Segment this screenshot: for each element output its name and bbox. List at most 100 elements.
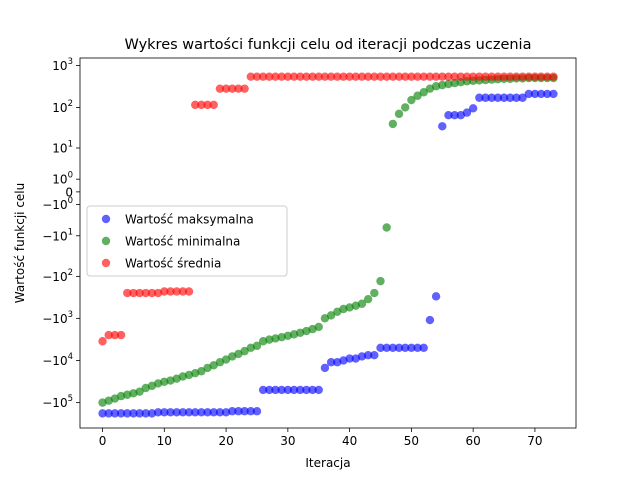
- data-point: [345, 354, 354, 363]
- data-point: [524, 89, 533, 99]
- data-point: [382, 72, 391, 81]
- data-point: [431, 82, 441, 91]
- data-point: [308, 385, 317, 395]
- data-point: [314, 322, 323, 332]
- data-point: [407, 343, 416, 352]
- chart-title: Wykres wartości funkcji celu od iteracji…: [125, 37, 532, 53]
- data-point: [549, 89, 558, 99]
- data-point: [166, 287, 175, 296]
- data-point: [481, 72, 490, 81]
- y-tick-label: −104: [42, 352, 73, 368]
- data-point: [277, 72, 286, 81]
- data-point: [431, 292, 441, 301]
- data-point: [438, 122, 447, 131]
- data-point: [240, 407, 249, 416]
- x-tick-label: 70: [527, 434, 542, 448]
- y-tick-label: −101: [42, 227, 73, 243]
- data-point: [450, 110, 459, 120]
- data-point: [178, 408, 188, 417]
- data-point: [320, 72, 330, 81]
- data-point: [123, 288, 132, 298]
- data-point: [401, 103, 410, 112]
- data-point: [462, 108, 472, 117]
- data-point: [462, 72, 472, 81]
- data-point: [438, 80, 447, 90]
- data-point: [388, 72, 398, 81]
- y-tick-label: 101: [52, 139, 73, 155]
- data-point: [419, 88, 428, 97]
- data-point: [203, 408, 212, 417]
- data-point: [499, 93, 509, 102]
- data-point: [184, 408, 194, 417]
- data-point: [444, 110, 453, 120]
- data-point: [228, 407, 237, 416]
- data-point: [277, 385, 286, 395]
- data-point: [258, 385, 268, 395]
- data-point: [363, 294, 373, 304]
- data-point: [370, 351, 379, 360]
- data-point: [98, 337, 107, 346]
- data-point: [296, 72, 305, 81]
- data-point: [234, 84, 243, 93]
- data-point: [425, 315, 435, 325]
- data-point: [271, 385, 280, 395]
- data-point: [333, 72, 342, 81]
- data-point: [116, 409, 126, 418]
- data-point: [234, 407, 243, 416]
- series-1: [98, 89, 558, 418]
- chart-legend: Wartość maksymalna Wartość minimalna Warto…: [86, 205, 288, 277]
- data-point: [302, 72, 311, 81]
- data-point: [320, 363, 330, 373]
- data-point: [252, 407, 262, 416]
- data-point: [536, 72, 546, 81]
- data-point: [271, 72, 280, 81]
- data-point: [351, 72, 360, 81]
- data-point: [129, 409, 138, 418]
- data-point: [314, 72, 323, 81]
- data-point: [184, 287, 194, 296]
- data-point: [283, 72, 293, 81]
- data-point: [450, 78, 459, 88]
- plot-area: [98, 72, 558, 418]
- data-point: [240, 346, 249, 356]
- data-point: [141, 409, 150, 418]
- data-point: [388, 343, 398, 352]
- x-tick-label: 50: [404, 434, 419, 448]
- data-point: [425, 72, 435, 81]
- data-point: [289, 385, 299, 395]
- data-point: [326, 311, 336, 320]
- x-axis: 0 10 20 30 40 50 60 70: [99, 428, 543, 448]
- data-point: [252, 72, 262, 81]
- data-point: [314, 385, 323, 395]
- data-point: [512, 93, 521, 102]
- data-point: [339, 72, 348, 81]
- y-tick-label: 100: [52, 171, 73, 187]
- x-tick-label: 40: [342, 434, 357, 448]
- data-point: [370, 72, 379, 81]
- data-point: [506, 72, 515, 81]
- data-point: [376, 72, 385, 81]
- data-point: [530, 89, 540, 99]
- data-point: [203, 100, 212, 110]
- y-tick-label: −105: [42, 394, 73, 410]
- data-point: [363, 351, 373, 360]
- data-point: [345, 72, 354, 81]
- data-point: [438, 72, 447, 81]
- data-point: [450, 72, 459, 81]
- data-point: [104, 409, 113, 418]
- data-point: [221, 355, 231, 364]
- data-point: [382, 343, 391, 352]
- data-point: [444, 72, 453, 81]
- data-point: [98, 409, 107, 418]
- data-point: [129, 288, 138, 298]
- data-point: [110, 330, 120, 340]
- data-point: [283, 385, 293, 395]
- data-point: [456, 72, 465, 81]
- data-point: [357, 299, 367, 308]
- data-point: [246, 407, 255, 416]
- data-point: [512, 72, 521, 81]
- legend-marker: [101, 258, 111, 268]
- data-point: [135, 409, 144, 418]
- y-tick-label: −103: [42, 310, 73, 326]
